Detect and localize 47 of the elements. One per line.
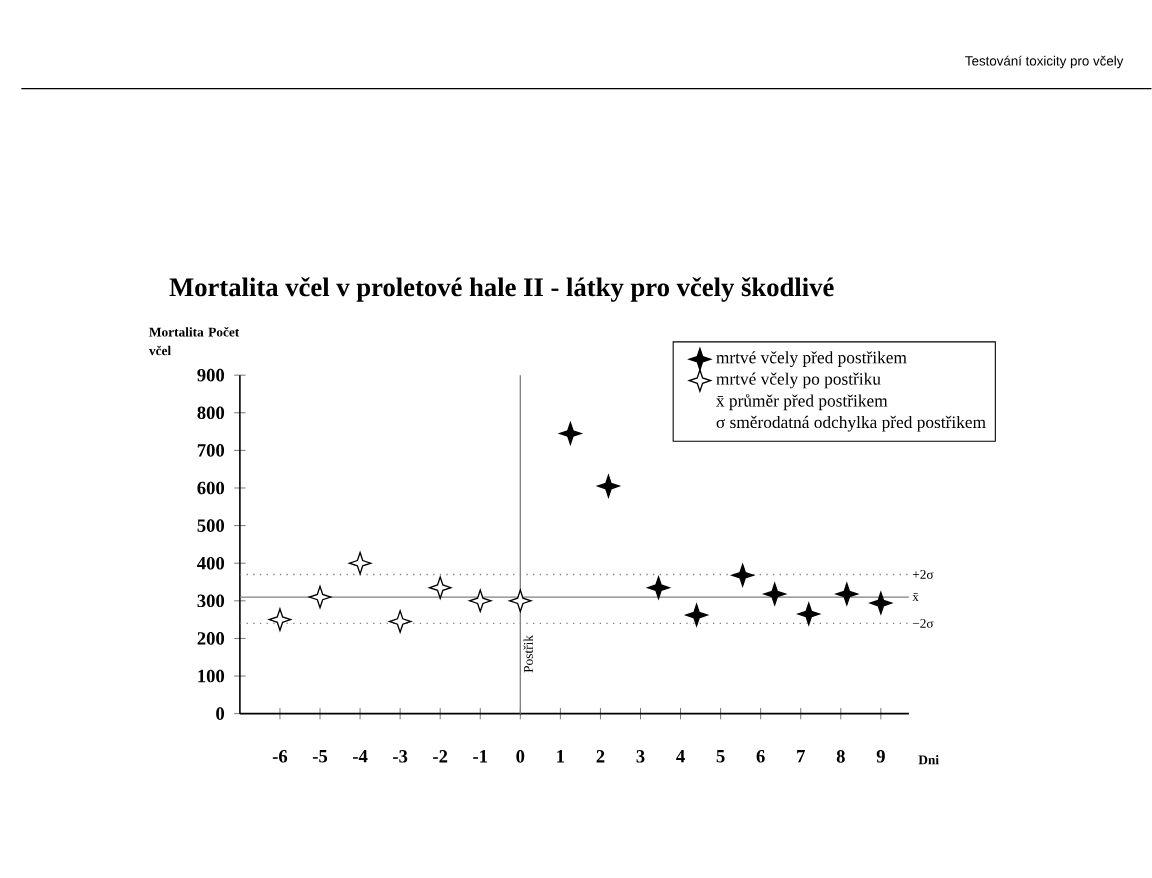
point xyxy=(559,422,582,446)
x-tick-label: 5 xyxy=(716,750,725,763)
point xyxy=(597,475,620,498)
point xyxy=(647,576,670,600)
point xyxy=(388,610,412,634)
point xyxy=(869,591,893,615)
y-tick-label: 800 xyxy=(197,406,225,420)
x-tick-label: -4 xyxy=(352,750,368,763)
legend-label: mrtvé včely po postřiku xyxy=(716,372,881,389)
x-tick-label: 8 xyxy=(836,750,845,763)
x-tick-label: 4 xyxy=(676,750,685,763)
point xyxy=(468,589,492,613)
y-tick-label: 400 xyxy=(197,557,225,570)
annotation: σ směrodatná odchylka před postřikem xyxy=(716,416,986,432)
x-tick-label: -2 xyxy=(433,750,448,763)
point xyxy=(308,585,332,609)
x-tick-label: -1 xyxy=(473,750,488,763)
point xyxy=(268,608,292,632)
point xyxy=(348,552,372,575)
point xyxy=(835,582,859,606)
point xyxy=(731,564,754,587)
y-tick-label: 500 xyxy=(197,519,225,533)
x-tick-label: 6 xyxy=(756,750,765,763)
legend-label: mrtvé včely před postřikem xyxy=(716,351,907,368)
y-tick-label: 100 xyxy=(198,669,225,683)
y-tick-label: 0 xyxy=(216,707,225,721)
x-tick-label: 9 xyxy=(876,750,885,763)
y-tick-label: 200 xyxy=(197,632,225,645)
x-tick-label: -6 xyxy=(272,750,288,763)
y-tick-label: 700 xyxy=(197,444,225,457)
chart-title: Mortalita včel v proletové hale II - látky pro včely škodlivé xyxy=(169,277,834,303)
annotation: x̄ průměr před postřikem xyxy=(716,394,888,411)
y-tick-label: 600 xyxy=(197,481,225,495)
x-tick-label: 7 xyxy=(797,750,805,763)
point xyxy=(763,582,787,606)
y-tick-label: 900 xyxy=(197,369,225,382)
x-tick-label: -5 xyxy=(312,750,328,763)
x-tick-label: 1 xyxy=(557,750,565,763)
x-tick-label: -3 xyxy=(393,750,408,763)
point xyxy=(428,576,452,600)
x-tick-label: 2 xyxy=(596,750,605,763)
y-tick-label: 300 xyxy=(197,594,225,608)
point xyxy=(797,602,821,626)
point xyxy=(508,589,532,613)
point xyxy=(685,604,708,627)
x-tick-label: 0 xyxy=(516,750,525,763)
x-tick-label: 3 xyxy=(636,750,645,763)
